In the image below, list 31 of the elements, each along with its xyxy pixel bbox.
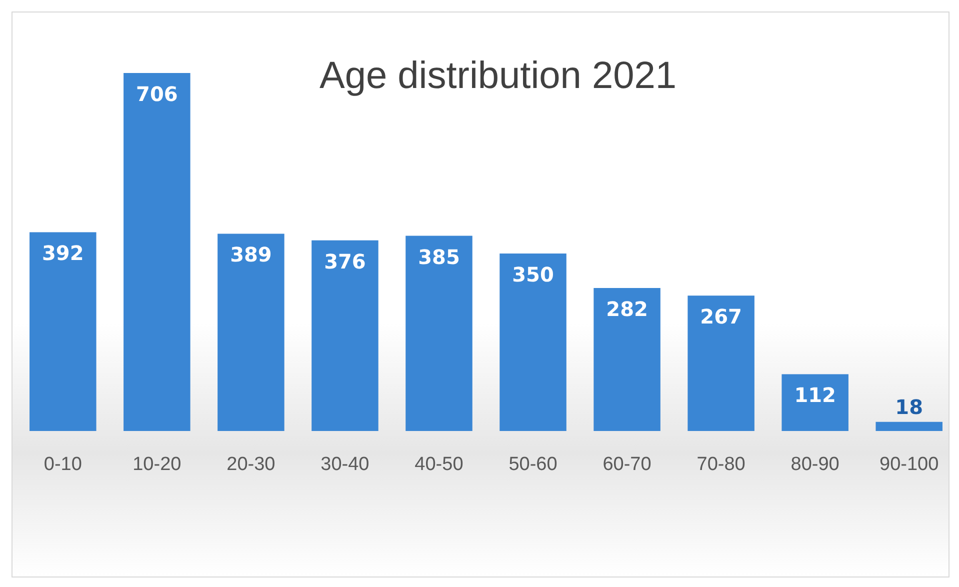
x-tick-label: 90-100 [880,454,939,475]
x-tick-label: 60-70 [602,454,652,475]
data-label: 112 [794,383,836,408]
data-label: 282 [606,297,648,322]
bar [782,374,848,431]
bar [500,254,566,431]
bar [312,240,378,431]
bar [218,234,284,431]
bar [594,288,660,431]
bar [688,296,754,431]
bar [124,73,190,431]
x-tick-label: 40-50 [414,454,464,475]
data-label: 389 [230,242,272,267]
data-label: 706 [136,82,178,106]
x-tick-label: 20-30 [226,454,276,475]
data-label: 392 [42,241,84,266]
data-label: 350 [512,262,554,287]
bar [30,232,96,431]
x-tick-label: 0-10 [44,454,82,475]
data-label: 385 [418,244,460,269]
x-tick-label: 10-20 [132,454,182,475]
data-label: 267 [700,304,742,329]
x-tick-label: 70-80 [696,454,746,475]
bar [876,422,942,431]
x-tick-label: 50-60 [508,454,558,475]
x-tick-label: 80-90 [790,454,840,475]
chart-title: Age distribution 2021 [319,55,677,97]
bar [406,236,472,431]
data-label: 376 [324,249,366,274]
x-tick-label: 30-40 [320,454,370,475]
data-label: 18 [895,394,924,419]
